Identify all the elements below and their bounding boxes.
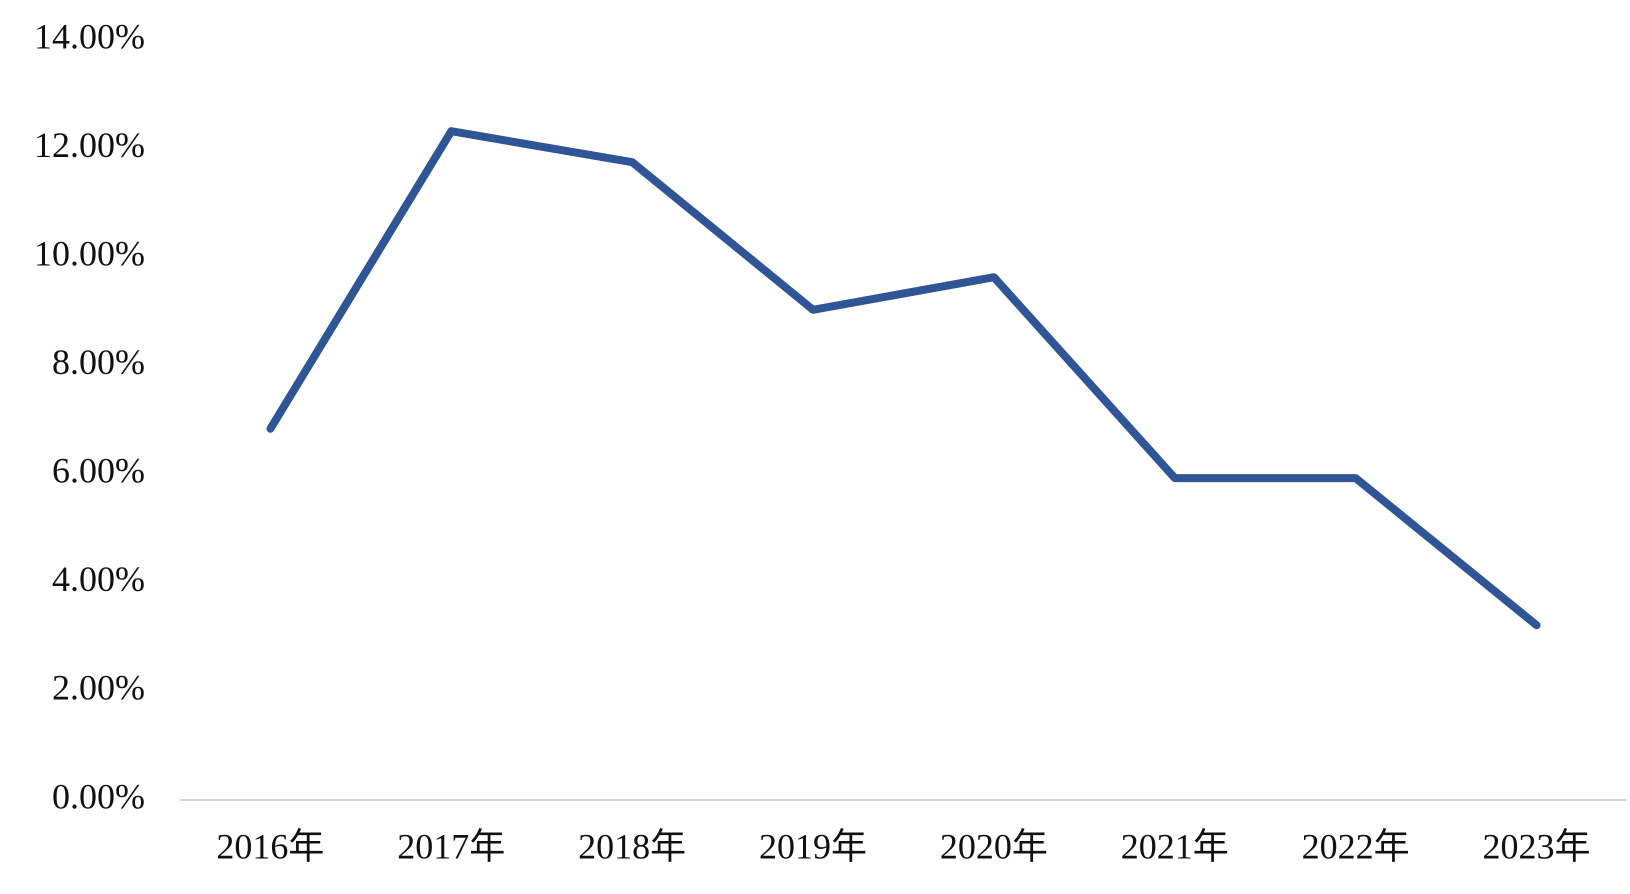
y-tick-label: 6.00% <box>52 451 145 491</box>
y-tick-label: 12.00% <box>34 125 145 165</box>
y-tick-label: 4.00% <box>52 559 145 599</box>
y-tick-label: 8.00% <box>52 342 145 382</box>
x-tick-label: 2022年 <box>1302 826 1410 866</box>
y-tick-label: 2.00% <box>52 668 145 708</box>
x-tick-label: 2018年 <box>578 826 686 866</box>
y-tick-label: 0.00% <box>52 776 145 816</box>
x-tick-label: 2021年 <box>1121 826 1229 866</box>
x-tick-label: 2019年 <box>759 826 867 866</box>
x-tick-label: 2017年 <box>397 826 505 866</box>
x-tick-label: 2016年 <box>216 826 324 866</box>
x-tick-label: 2020年 <box>940 826 1048 866</box>
y-tick-label: 14.00% <box>34 16 145 56</box>
line-series <box>266 127 1541 630</box>
y-tick-label: 10.00% <box>34 233 145 273</box>
x-tick-label: 2023年 <box>1483 826 1591 866</box>
